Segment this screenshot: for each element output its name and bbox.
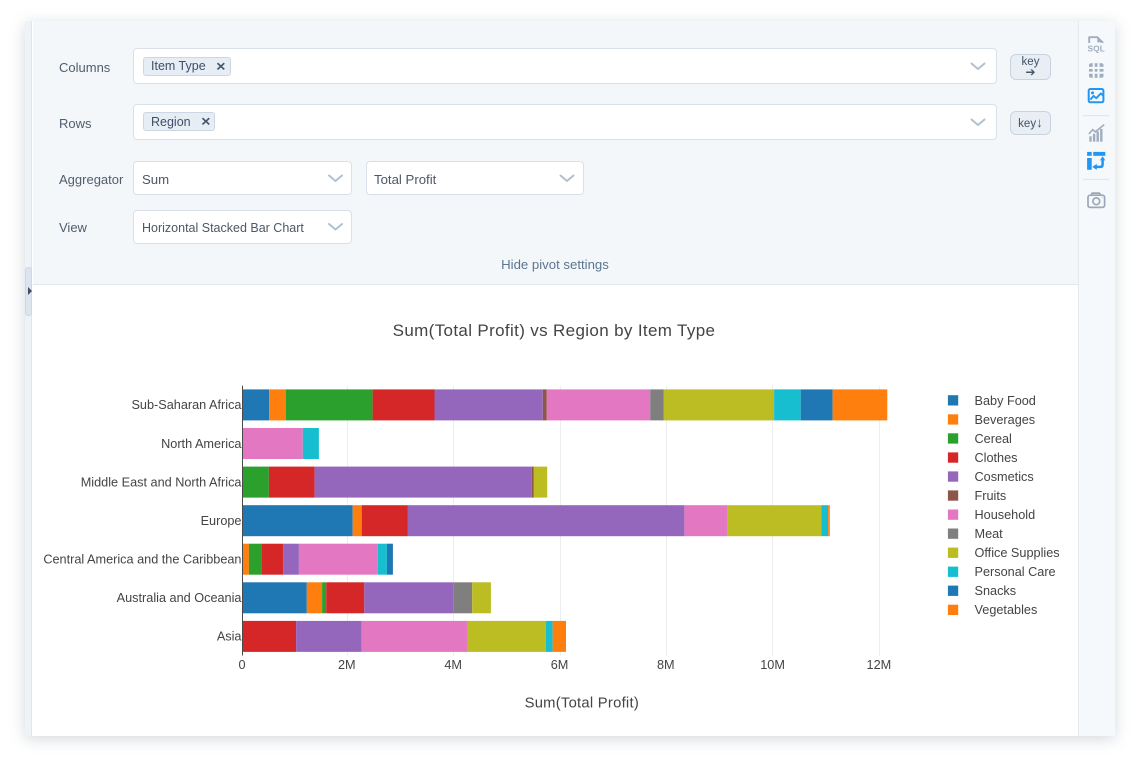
svg-text:Australia and Oceania: Australia and Oceania — [117, 591, 243, 605]
svg-text:Clothes: Clothes — [975, 451, 1018, 465]
svg-text:Office Supplies: Office Supplies — [975, 546, 1060, 560]
svg-text:Household: Household — [975, 508, 1036, 522]
svg-text:Personal Care: Personal Care — [975, 565, 1056, 579]
svg-text:Sum(Total Profit): Sum(Total Profit) — [525, 696, 639, 712]
svg-text:Meat: Meat — [975, 527, 1004, 541]
svg-text:Europe: Europe — [201, 514, 242, 528]
svg-text:Baby Food: Baby Food — [975, 394, 1036, 408]
svg-text:4M: 4M — [444, 658, 462, 672]
svg-text:Cereal: Cereal — [975, 432, 1012, 446]
svg-text:6M: 6M — [551, 658, 569, 672]
svg-text:Fruits: Fruits — [975, 489, 1007, 503]
svg-text:0: 0 — [238, 658, 245, 672]
svg-text:Snacks: Snacks — [975, 584, 1017, 598]
svg-text:North America: North America — [161, 437, 242, 451]
svg-text:Middle East and North Africa: Middle East and North Africa — [81, 475, 243, 489]
svg-text:Vegetables: Vegetables — [975, 603, 1038, 617]
svg-text:Sum(Total Profit) vs Region by: Sum(Total Profit) vs Region by Item Type — [393, 321, 716, 340]
svg-text:SQL: SQL — [1088, 44, 1105, 53]
svg-text:Asia: Asia — [217, 630, 243, 644]
svg-text:Beverages: Beverages — [975, 413, 1036, 427]
svg-text:Central America and the Caribb: Central America and the Caribbean — [43, 553, 241, 567]
svg-text:8M: 8M — [657, 658, 675, 672]
svg-text:2M: 2M — [338, 658, 356, 672]
svg-text:Cosmetics: Cosmetics — [975, 470, 1034, 484]
svg-text:10M: 10M — [760, 658, 785, 672]
svg-text:Sub-Saharan Africa: Sub-Saharan Africa — [131, 398, 242, 412]
svg-text:12M: 12M — [867, 658, 892, 672]
